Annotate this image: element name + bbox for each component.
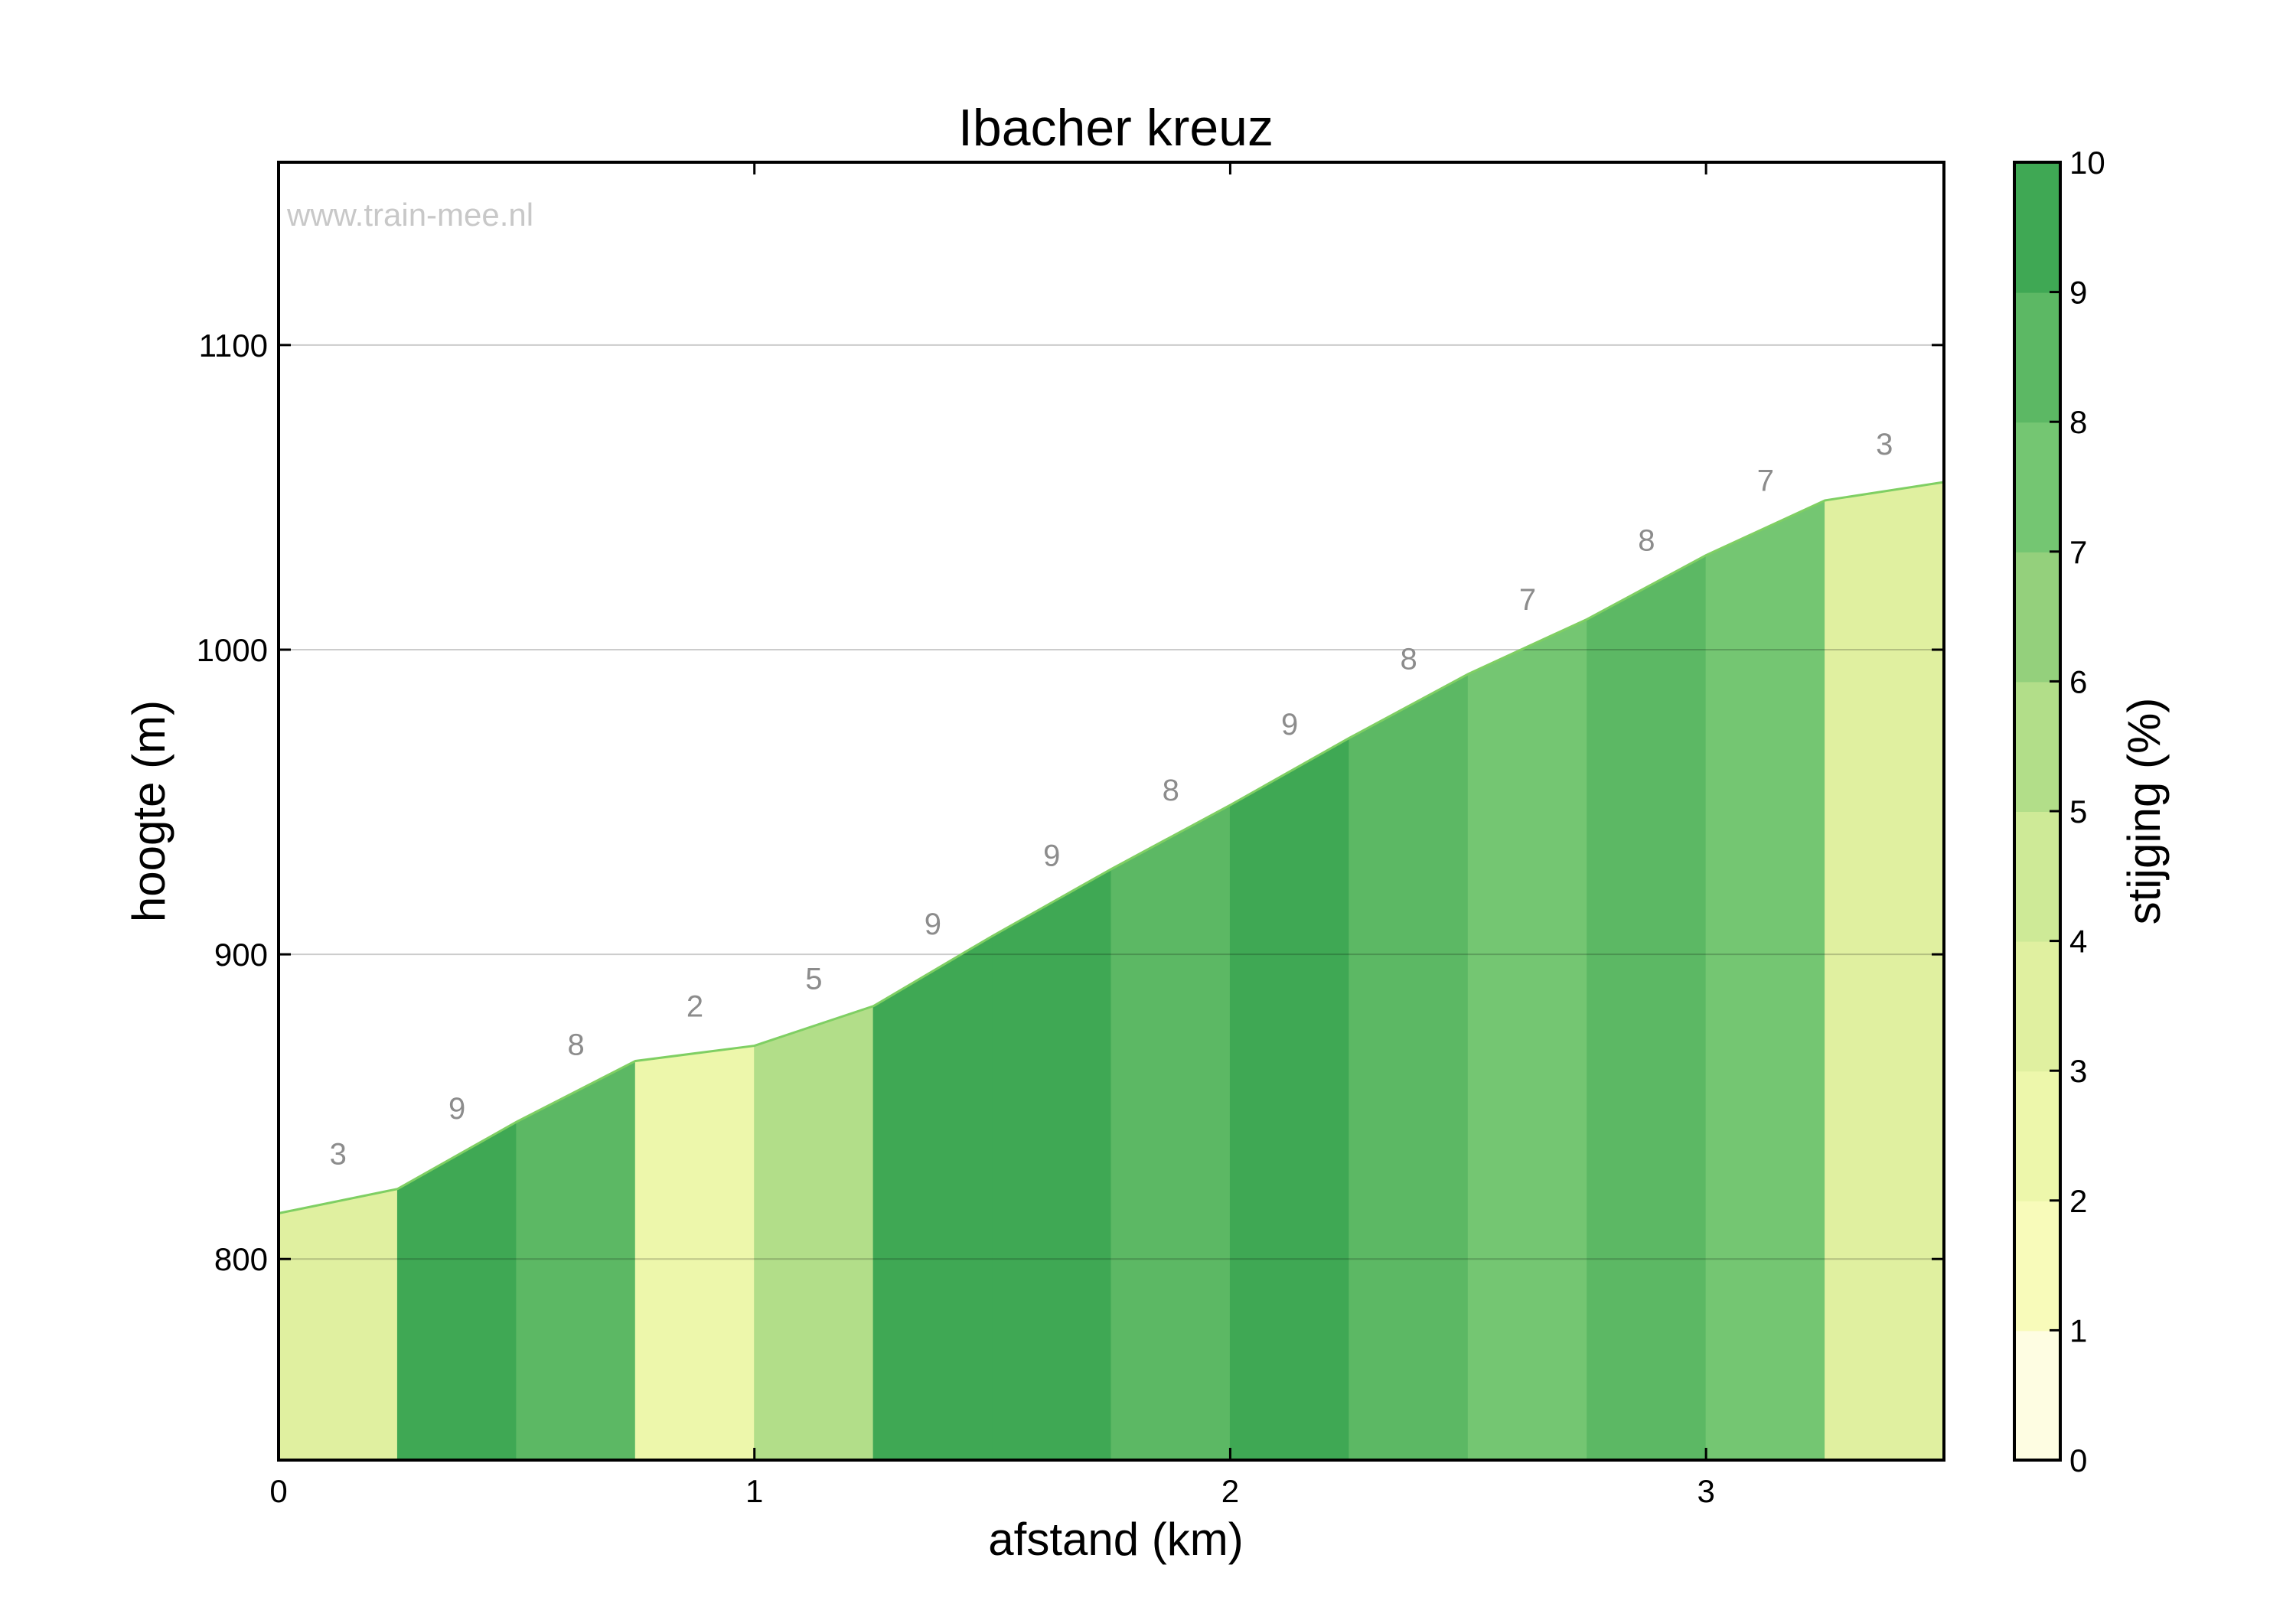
gradient-label: 8 (1163, 774, 1179, 807)
gradient-segment (1467, 618, 1588, 1461)
colorbar-band (2014, 1330, 2060, 1461)
colorbar-tick-label: 6 (2069, 663, 2087, 699)
grid-lines (279, 344, 1944, 1260)
gradient-label: 7 (1519, 583, 1536, 617)
x-tick-label: 1 (745, 1473, 763, 1509)
colorbar-tick-label: 8 (2069, 404, 2087, 440)
colorbar-tick-label: 3 (2069, 1053, 2087, 1089)
gradient-segments (278, 481, 1945, 1461)
colorbar-tick-label: 10 (2069, 145, 2105, 181)
profile-line (278, 481, 1945, 1214)
gradient-segment (1110, 804, 1231, 1461)
gradient-segment (1349, 673, 1469, 1461)
gradient-label: 9 (1043, 839, 1060, 872)
colorbar-band (2014, 681, 2060, 812)
y-tick-label: 900 (214, 937, 268, 973)
profile-outline (278, 481, 1945, 1214)
gradient-labels: 3 9 8 2 5 9 9 8 9 8 7 8 7 3 (330, 428, 1893, 1172)
gradient-segment (1825, 481, 1945, 1461)
x-axis-label: afstand (km) (988, 1514, 1243, 1565)
x-tick-label: 0 (269, 1473, 287, 1509)
colorbar-tick-label: 1 (2069, 1312, 2087, 1348)
gradient-segment (634, 1045, 755, 1461)
gradient-segment (516, 1060, 636, 1461)
gradient-segment (754, 1006, 874, 1461)
chart-title: Ibacher kreuz (958, 99, 1274, 157)
colorbar: 0 1 2 3 4 5 6 7 8 9 10 (2013, 145, 2105, 1478)
gradient-label: 5 (805, 963, 822, 996)
x-tick-label: 2 (1221, 1473, 1239, 1509)
gradient-segment (872, 935, 993, 1461)
gradient-label: 9 (1281, 708, 1298, 742)
y-tick-label: 1000 (197, 632, 268, 668)
colorbar-label: stijging (%) (2118, 698, 2170, 925)
gradient-segment (278, 1188, 398, 1461)
gradient-label: 8 (1400, 643, 1417, 676)
colorbar-tick-label: 9 (2069, 275, 2087, 311)
colorbar-band (2014, 1200, 2060, 1332)
gradient-label: 9 (448, 1092, 465, 1126)
y-tick-label: 800 (214, 1241, 268, 1277)
gradient-segment (1587, 554, 1707, 1461)
plot-frame (277, 161, 1945, 1462)
colorbar-band (2014, 1071, 2060, 1201)
watermark: www.train-mee.nl (286, 197, 533, 233)
gradient-label: 8 (567, 1028, 584, 1061)
gradient-label: 2 (687, 990, 703, 1024)
colorbar-band (2014, 292, 2060, 423)
gradient-segment (992, 868, 1112, 1461)
x-axis: 0 1 2 3 (269, 162, 1715, 1509)
colorbar-band (2014, 940, 2060, 1072)
colorbar-band (2014, 162, 2060, 293)
gradient-segment (1705, 500, 1826, 1461)
colorbar-tick-label: 5 (2069, 794, 2087, 830)
colorbar-tick-label: 0 (2069, 1442, 2087, 1478)
y-axis: 800 900 1000 1100 (197, 328, 1944, 1277)
colorbar-tick-label: 4 (2069, 924, 2087, 960)
y-tick-label: 1100 (199, 328, 268, 363)
gradient-segment (396, 1121, 517, 1461)
colorbar-tick-label: 7 (2069, 534, 2087, 570)
gradient-label: 3 (1876, 428, 1893, 461)
colorbar-band (2014, 422, 2060, 553)
colorbar-band (2014, 551, 2060, 683)
gradient-segment (1229, 737, 1350, 1461)
gradient-label: 8 (1638, 523, 1655, 557)
gradient-label: 3 (330, 1138, 347, 1172)
colorbar-band (2014, 811, 2060, 942)
y-axis-label: hoogte (m) (123, 700, 174, 922)
x-tick-label: 3 (1697, 1473, 1714, 1509)
colorbar-tick-label: 2 (2069, 1183, 2087, 1219)
gradient-label: 7 (1757, 464, 1774, 498)
gradient-label: 9 (925, 908, 941, 941)
